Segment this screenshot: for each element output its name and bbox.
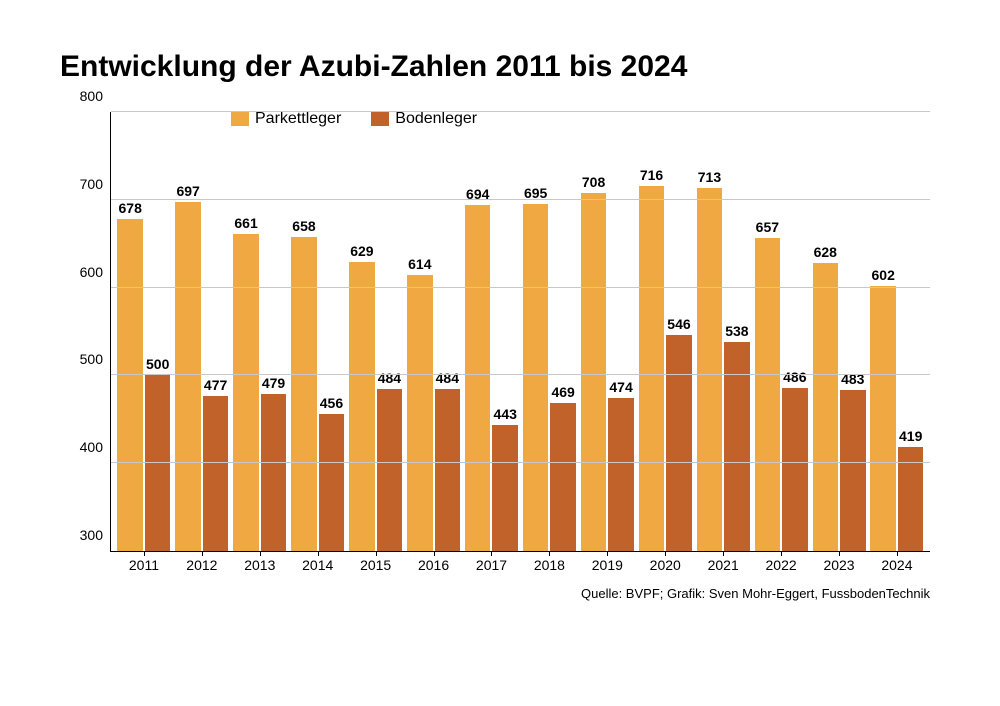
xtick-mark [723,551,724,556]
bar: 546 [666,335,691,551]
bar-value-label: 500 [146,356,169,372]
ytick-label: 500 [80,351,111,367]
bar-value-label: 484 [436,370,459,386]
bar-value-label: 456 [320,395,343,411]
bar-group: 6954692018 [520,112,578,551]
xtick-mark [260,551,261,556]
ytick-label: 400 [80,439,111,455]
bar-value-label: 657 [756,219,779,235]
bar: 484 [435,389,460,551]
xtick-mark [665,551,666,556]
ytick-label: 700 [80,176,111,192]
bar: 469 [550,403,575,551]
bar: 479 [261,394,286,551]
xtick-mark [144,551,145,556]
bar: 443 [492,425,517,551]
bar: 500 [145,375,170,551]
bar-group: 6574862022 [752,112,810,551]
bar-group: 6584562014 [289,112,347,551]
bar-value-label: 474 [609,379,632,395]
bar: 483 [840,390,865,551]
bar-value-label: 419 [899,428,922,444]
gridline [111,111,930,112]
bar-value-label: 661 [234,215,257,231]
bar: 477 [203,396,228,551]
gridline [111,287,930,288]
xtick-mark [434,551,435,556]
bar: 716 [639,186,664,551]
xtick-mark [549,551,550,556]
bar-group: 6614792013 [231,112,289,551]
xtick-mark [897,551,898,556]
ytick-label: 800 [80,88,111,104]
bar-value-label: 479 [262,375,285,391]
bar-group: 7165462020 [636,112,694,551]
bar-value-label: 716 [640,167,663,183]
xtick-mark [839,551,840,556]
chart-plot: Parkettleger Bodenleger 6785002011697477… [60,102,940,582]
gridline [111,374,930,375]
bar-value-label: 629 [350,243,373,259]
bar: 456 [319,414,344,551]
bar-value-label: 708 [582,174,605,190]
bar-value-label: 484 [378,370,401,386]
chart-title: Entwicklung der Azubi-Zahlen 2011 bis 20… [60,50,940,84]
bar: 629 [349,262,374,551]
bar-value-label: 678 [119,200,142,216]
bar-group: 6974772012 [173,112,231,551]
bar: 657 [755,238,780,551]
bar: 486 [782,388,807,551]
xtick-mark [202,551,203,556]
gridline [111,462,930,463]
ytick-label: 600 [80,264,111,280]
xtick-mark [318,551,319,556]
xtick-mark [781,551,782,556]
bar-value-label: 486 [783,369,806,385]
xtick-mark [607,551,608,556]
bar-value-label: 477 [204,377,227,393]
bar-value-label: 443 [494,406,517,422]
bar-value-label: 546 [667,316,690,332]
bar: 695 [523,204,548,551]
chart-container: Entwicklung der Azubi-Zahlen 2011 bis 20… [60,50,940,601]
bar-group: 7084742019 [578,112,636,551]
bar-group: 6284832023 [810,112,868,551]
bar: 694 [465,205,490,551]
plot-area: Parkettleger Bodenleger 6785002011697477… [110,112,930,552]
ytick-label: 300 [80,527,111,543]
bar-group: 6294842015 [347,112,405,551]
bar: 697 [175,202,200,551]
bar: 708 [581,193,606,551]
bar-value-label: 658 [292,218,315,234]
bar-group: 7135382021 [694,112,752,551]
bars-area: 6785002011697477201266147920136584562014… [111,112,930,551]
chart-source: Quelle: BVPF; Grafik: Sven Mohr-Eggert, … [60,586,940,601]
bar: 661 [233,234,258,551]
bar: 602 [870,286,895,551]
bar-value-label: 697 [176,183,199,199]
xtick-mark [376,551,377,556]
bar-value-label: 602 [872,267,895,283]
bar: 474 [608,398,633,551]
bar-group: 6144842016 [405,112,463,551]
bar-group: 6944432017 [463,112,521,551]
bar: 658 [291,237,316,551]
bar: 628 [813,263,838,551]
bar-value-label: 469 [551,384,574,400]
bar: 538 [724,342,749,551]
xtick-mark [491,551,492,556]
bar: 484 [377,389,402,551]
bar: 614 [407,275,432,551]
bar-group: 6024192024 [868,112,926,551]
bar-value-label: 713 [698,169,721,185]
bar-value-label: 538 [725,323,748,339]
bar: 678 [117,219,142,551]
gridline [111,199,930,200]
bar-group: 6785002011 [115,112,173,551]
bar-value-label: 628 [814,244,837,260]
bar: 713 [697,188,722,551]
bar-value-label: 614 [408,256,431,272]
